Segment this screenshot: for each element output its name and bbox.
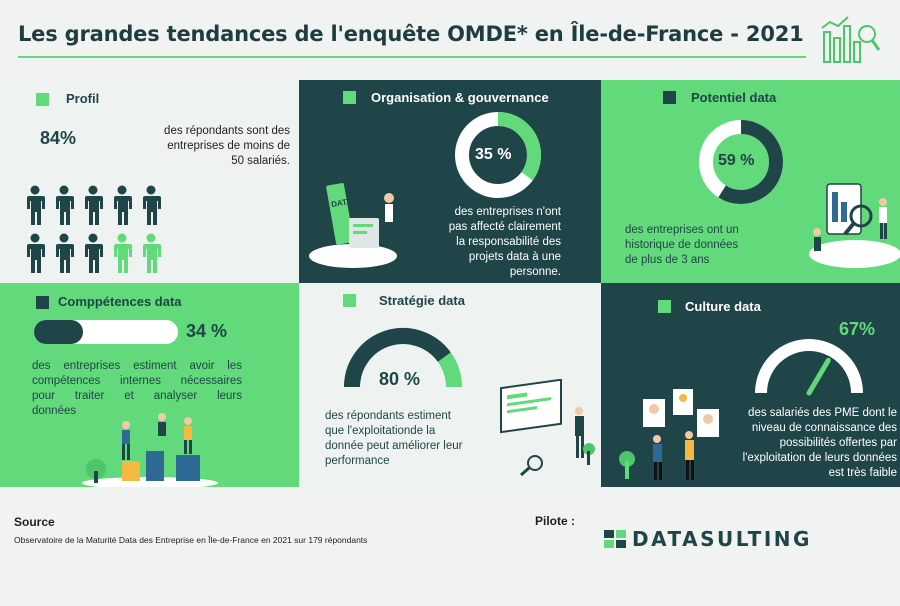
panel-strategie: Stratégie data 80 % des répondants estim… — [299, 283, 601, 487]
panel-title: Profil — [66, 91, 100, 106]
panel-profil: Profil 84% des répondants sont des entre… — [0, 80, 299, 283]
person-icon — [85, 233, 103, 273]
stat-value: 34 % — [186, 321, 228, 341]
stat-description: des répondants sont des entreprises de m… — [164, 125, 290, 167]
analytics-logo-icon — [821, 16, 881, 63]
stat-description: des entreprises n'ont pas affecté claire… — [448, 206, 561, 278]
person-icon — [27, 185, 45, 225]
person-icon — [27, 233, 45, 273]
progress-bar-fill — [34, 320, 83, 344]
person-icon — [114, 233, 132, 273]
bullet-square — [343, 294, 356, 307]
bullet-square — [663, 91, 676, 104]
bullet-square — [36, 296, 49, 309]
brand-logo: DATASULTING — [604, 527, 884, 551]
donut-chart — [699, 120, 783, 204]
panel-title: Stratégie data — [379, 293, 465, 308]
bullet-square — [36, 93, 49, 106]
panel-culture: Culture data 67% des salariés des PME do… — [601, 283, 900, 487]
profiles-illustration — [619, 389, 719, 480]
teamwork-illustration — [82, 413, 218, 487]
donut-value-arc — [455, 112, 541, 198]
donut-value-arc — [699, 120, 783, 204]
title-underline — [18, 56, 806, 58]
brand-mark-icon — [604, 530, 626, 548]
person-icon — [143, 233, 161, 273]
stat-value: 80 % — [379, 369, 421, 389]
stat-value: 35 % — [475, 146, 512, 163]
panel-competences: Comppétences data 34 % des entreprises e… — [0, 283, 299, 487]
pilote-label: Pilote : — [535, 514, 576, 528]
donut-chart — [455, 112, 541, 198]
source-heading: Source — [14, 515, 55, 529]
person-icon — [56, 233, 74, 273]
source-text: Observatoire de la Maturité Data des Ent… — [14, 535, 368, 545]
stat-description: des répondants estiment que l'exploitati… — [325, 410, 463, 467]
panel-title: Comppétences data — [58, 294, 182, 309]
stat-value: 59 % — [718, 152, 755, 169]
analytics-illustration — [809, 183, 900, 268]
panel-potentiel: Potentiel data 59 % des entreprises ont … — [601, 80, 900, 283]
gauge-value-arc — [344, 328, 451, 388]
speedometer-gauge — [755, 339, 863, 396]
panel-title: Potentiel data — [691, 90, 777, 105]
bullet-square — [343, 91, 356, 104]
stat-description: des salariés des PME dont le niveau de c… — [742, 407, 897, 479]
data-board-illustration: DATA — [309, 183, 397, 268]
stat-description: des entreprises ont un historique de don… — [625, 224, 739, 266]
person-icon — [143, 185, 161, 225]
dashboard-illustration — [500, 379, 595, 477]
panel-title: Culture data — [685, 299, 761, 314]
panel-organisation: Organisation & gouvernance 35 % des entr… — [299, 80, 601, 283]
gauge-track — [755, 339, 863, 394]
panel-title: Organisation & gouvernance — [371, 90, 549, 105]
gauge-needle — [806, 357, 831, 396]
person-icon — [114, 185, 132, 225]
progress-bar-track — [34, 320, 178, 344]
brand-name: DATASULTING — [632, 527, 812, 551]
page-title: Les grandes tendances de l'enquête OMDE*… — [18, 22, 804, 46]
board-label: DATA — [330, 197, 352, 210]
stat-value: 84% — [40, 128, 77, 148]
stat-description: des entreprises estiment avoir les compé… — [32, 360, 242, 417]
bullet-square — [658, 300, 671, 313]
person-icon — [85, 185, 103, 225]
stat-value: 67% — [839, 319, 876, 339]
person-icon — [56, 185, 74, 225]
gauge-chart — [344, 328, 462, 388]
